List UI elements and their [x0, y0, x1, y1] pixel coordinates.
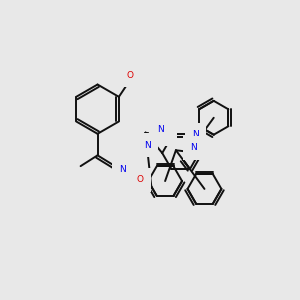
- Text: N: N: [144, 141, 151, 150]
- Text: N: N: [192, 130, 199, 139]
- Text: N: N: [120, 166, 126, 175]
- Text: N: N: [163, 130, 170, 139]
- Text: N: N: [157, 125, 164, 134]
- Text: O: O: [136, 176, 143, 184]
- Text: N: N: [190, 143, 197, 152]
- Text: O: O: [126, 71, 133, 80]
